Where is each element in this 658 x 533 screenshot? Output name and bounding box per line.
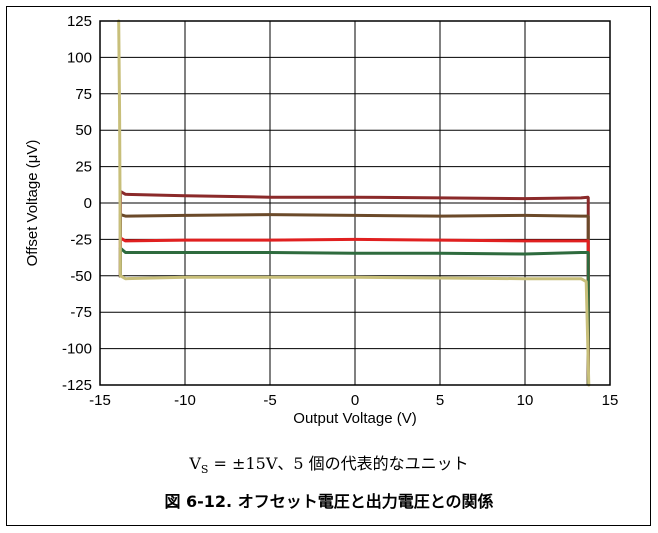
series-line-2 xyxy=(118,213,590,218)
test-condition: VS = ±15V、5 個の代表的なユニット xyxy=(0,450,658,476)
x-tick-label: 0 xyxy=(351,392,359,409)
series-line-5 xyxy=(117,19,591,387)
chart: -15 -10 -5 0 5 10 151251007550250-25-50-75-100… xyxy=(24,13,618,427)
condition-rest: = ±15V、5 個の代表的なユニット xyxy=(208,454,469,473)
y-tick-label: 100 xyxy=(67,49,92,66)
series-line-4 xyxy=(118,246,590,256)
y-tick-label: 0 xyxy=(84,195,92,212)
x-tick-label: -5 xyxy=(263,392,276,409)
x-tick-label: 10 xyxy=(517,392,534,409)
y-tick-label: 75 xyxy=(75,86,92,103)
y-tick-label: 25 xyxy=(75,159,92,176)
y-tick-label: 50 xyxy=(75,122,92,139)
tick-labels: -15 -10 -5 0 5 10 151251007550250-25-50-75-100… xyxy=(62,13,618,409)
plot-border xyxy=(99,20,611,386)
y-axis-title: Offset Voltage (μV) xyxy=(24,140,41,267)
figure-caption: 図 6-12. オフセット電圧と出力電圧との関係 xyxy=(164,492,494,511)
series-layer xyxy=(117,19,591,387)
x-tick-label: -15 xyxy=(89,392,111,409)
y-tick-label: -25 xyxy=(70,231,92,248)
x-axis-title: Output Voltage (V) xyxy=(293,410,416,427)
figure-frame xyxy=(6,6,651,526)
grid xyxy=(99,20,611,386)
y-tick-label: 125 xyxy=(67,13,92,30)
y-tick-label: -100 xyxy=(62,341,92,358)
condition-prefix: V xyxy=(189,454,201,473)
series-line-1 xyxy=(118,189,590,201)
y-tick-label: -125 xyxy=(62,377,92,394)
x-tick-label: -10 xyxy=(174,392,196,409)
y-tick-label: -50 xyxy=(70,268,92,285)
x-tick-label: 5 xyxy=(436,392,444,409)
condition-subscript: S xyxy=(200,463,209,477)
x-tick-label: 15 xyxy=(602,392,619,409)
series-line-3 xyxy=(118,236,590,243)
y-tick-label: -75 xyxy=(70,304,92,321)
